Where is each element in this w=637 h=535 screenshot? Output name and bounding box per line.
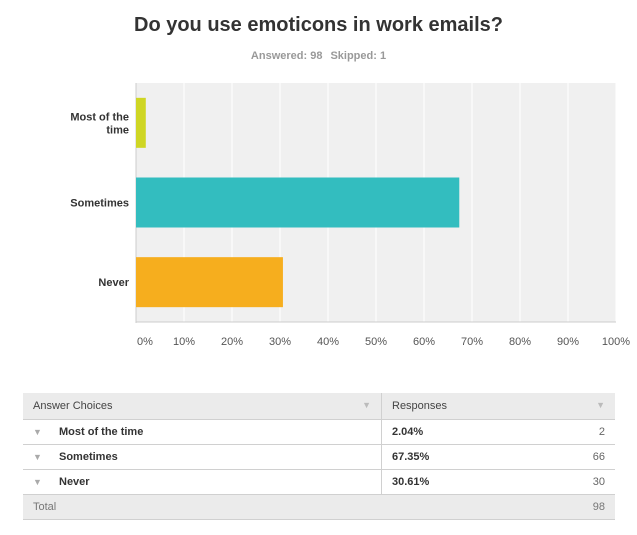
x-tick-label: 40%	[317, 336, 339, 348]
category-label: Never	[98, 277, 129, 289]
table-total-row: Total 98	[23, 494, 615, 520]
table-header: Answer Choices ▼ Responses ▼	[23, 393, 615, 420]
table-row: ▼ Sometimes 67.35% 66	[23, 444, 615, 470]
category-label: time	[106, 124, 129, 136]
table-row: ▼ Never 30.61% 30	[23, 469, 615, 495]
sort-icon[interactable]: ▼	[362, 400, 371, 410]
x-tick-label: 100%	[602, 336, 630, 348]
x-tick-label: 50%	[365, 336, 387, 348]
expand-icon[interactable]: ▼	[33, 427, 42, 437]
header-responses[interactable]: Responses ▼	[381, 393, 615, 420]
x-tick-label: 0%	[137, 336, 153, 348]
x-tick-label: 70%	[461, 336, 483, 348]
expand-icon[interactable]: ▼	[33, 452, 42, 462]
bar-never	[136, 257, 283, 308]
bar-chart: 0% 10% 20% 30% 40% 50% 60% 70% 80% 90% 100% Most of…	[70, 83, 630, 348]
answered-count: Answered: 98	[250, 50, 323, 62]
sort-icon[interactable]: ▼	[596, 400, 605, 410]
header-answer-choices[interactable]: Answer Choices ▼	[23, 393, 382, 420]
x-tick-label: 90%	[557, 336, 579, 348]
x-tick-label: 60%	[413, 336, 435, 348]
bar-sometimes	[136, 177, 460, 228]
category-label: Most of the	[70, 111, 129, 123]
category-label: Sometimes	[70, 198, 129, 210]
x-tick-label: 20%	[221, 336, 243, 348]
x-tick-label: 80%	[509, 336, 531, 348]
expand-icon[interactable]: ▼	[33, 477, 42, 487]
response-summary: Answered: 98 Skipped: 1	[0, 50, 637, 62]
x-tick-label: 10%	[173, 336, 195, 348]
skipped-count: Skipped: 1	[330, 50, 387, 62]
table-row: ▼ Most of the time 2.04% 2	[23, 419, 615, 445]
chart-title: Do you use emoticons in work emails?	[134, 14, 503, 36]
x-tick-label: 30%	[269, 336, 291, 348]
responses-table: Answer Choices ▼ Responses ▼ ▼ Most of the t…	[23, 393, 615, 520]
bar-most-of-the-time	[136, 97, 146, 148]
